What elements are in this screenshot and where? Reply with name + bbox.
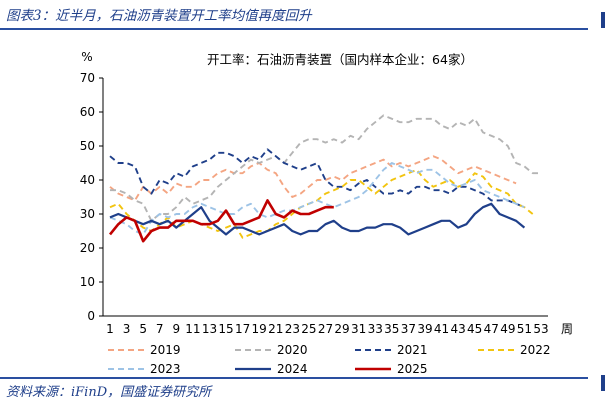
- series-line-2024: [109, 202, 526, 236]
- side-marker-top: [601, 12, 605, 28]
- x-tick-label: 39: [417, 322, 432, 336]
- x-tick-label: 37: [401, 322, 416, 336]
- x-tick-label: 3: [123, 322, 131, 336]
- x-tick-label: 43: [450, 322, 465, 336]
- source-note: 资料来源：iFinD，国盛证券研究所: [6, 385, 212, 400]
- x-tick-label: 31: [351, 322, 366, 336]
- side-marker-bottom: [601, 375, 605, 391]
- series-line-2025: [108, 199, 334, 243]
- x-tick-label: 23: [285, 322, 300, 336]
- x-tick-label: 21: [268, 322, 283, 336]
- x-ticks: 1 3 5 7 9 11 13 15 17 19 21 23 25 27 29 31 33 35 37 39 41 43 4…: [106, 322, 548, 336]
- legend-label-2022: 2022: [520, 343, 551, 357]
- source-rule: [0, 377, 588, 379]
- x-tick-label: 15: [218, 322, 233, 336]
- legend: 2019 2020 2021 2022 2023 2024 2025: [108, 343, 551, 376]
- y-axis-unit: %: [81, 50, 92, 64]
- x-tick-label: 5: [139, 322, 147, 336]
- x-tick-label: 1: [106, 322, 114, 336]
- series-line-2020: [110, 114, 541, 222]
- x-tick-label: 41: [434, 322, 449, 336]
- x-tick-label: 47: [484, 322, 499, 336]
- y-tick-label: 0: [87, 309, 95, 323]
- x-tick-label: 19: [252, 322, 267, 336]
- chart-title: 开工率：石油沥青装置（国内样本企业：64家）: [207, 52, 473, 67]
- y-tick-label: 30: [80, 207, 95, 221]
- x-tick-label: 35: [384, 322, 399, 336]
- x-tick-label: 7: [156, 322, 164, 336]
- figure-title: 图表3：近半月，石油沥青装置开工率均值再度回升: [6, 8, 312, 24]
- y-tick-label: 70: [80, 71, 95, 85]
- x-tick-label: 51: [517, 322, 532, 336]
- series-line-2023: [109, 162, 525, 236]
- series-lines: [108, 114, 541, 243]
- line-chart: 开工率：石油沥青装置（国内样本企业：64家） % 周 0 10 20 30 40 50 60…: [80, 50, 573, 376]
- x-tick-label: 29: [334, 322, 349, 336]
- x-tick-label: 33: [368, 322, 383, 336]
- title-rule: [0, 28, 588, 30]
- x-tick-label: 27: [318, 322, 333, 336]
- x-tick-label: 45: [467, 322, 482, 336]
- x-tick-label: 17: [235, 322, 250, 336]
- x-tick-label: 25: [301, 322, 316, 336]
- y-tick-label: 50: [80, 139, 95, 153]
- x-tick-label: 11: [185, 322, 200, 336]
- x-tick-label: 49: [500, 322, 515, 336]
- y-tick-label: 10: [80, 275, 95, 289]
- series-line-2019: [109, 155, 517, 202]
- x-tick-label: 9: [172, 322, 180, 336]
- legend-label-2021: 2021: [397, 343, 428, 357]
- legend-label-2025: 2025: [397, 362, 428, 376]
- x-tick-label: 53: [533, 322, 548, 336]
- y-tick-label: 40: [80, 173, 95, 187]
- x-axis-unit: 周: [561, 322, 573, 336]
- legend-label-2024: 2024: [277, 362, 308, 376]
- y-ticks: 0 10 20 30 40 50 60 70: [80, 71, 103, 323]
- legend-label-2023: 2023: [150, 362, 181, 376]
- series-line-2021: [109, 148, 525, 209]
- y-tick-label: 20: [80, 241, 95, 255]
- y-tick-label: 60: [80, 105, 95, 119]
- legend-label-2020: 2020: [277, 343, 308, 357]
- x-tick-label: 13: [202, 322, 217, 336]
- legend-label-2019: 2019: [150, 343, 181, 357]
